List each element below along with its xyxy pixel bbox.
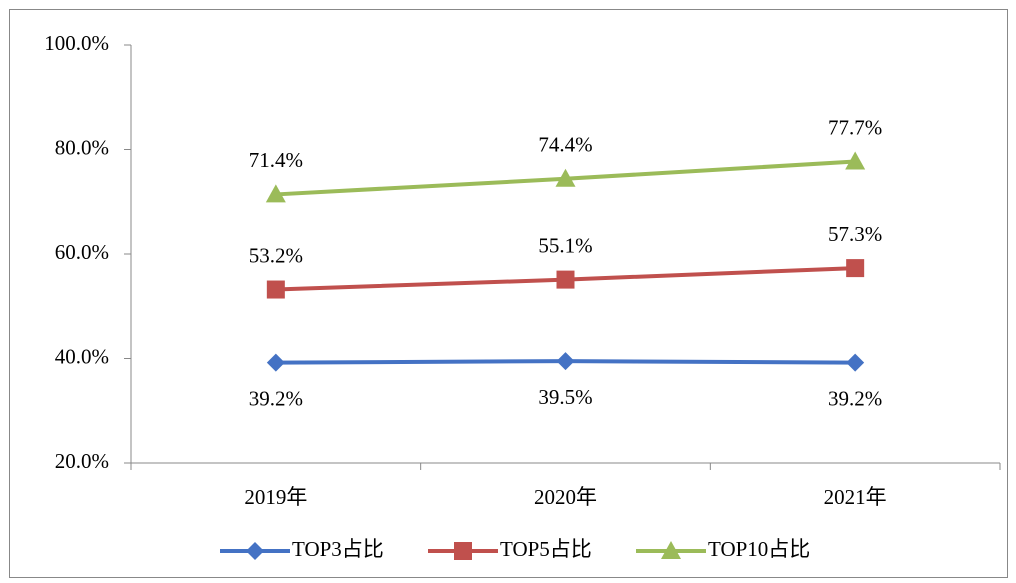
- data-point: [556, 270, 575, 289]
- data-point: [555, 168, 576, 187]
- y-tick-label: 20.0%: [55, 449, 109, 473]
- legend-marker: [454, 542, 472, 560]
- data-point: [266, 280, 285, 299]
- y-tick-label: 100.0%: [44, 31, 109, 55]
- x-tick-label: 2021年: [824, 485, 887, 509]
- y-tick-label: 40.0%: [55, 344, 109, 368]
- data-label: 39.2%: [828, 386, 882, 410]
- legend-marker: [246, 542, 264, 560]
- legend-marker: [661, 541, 681, 559]
- data-point: [846, 259, 865, 278]
- data-label: 53.2%: [249, 243, 303, 267]
- chart-border: [9, 9, 1008, 578]
- y-tick-label: 60.0%: [55, 240, 109, 264]
- data-label: 74.4%: [538, 133, 592, 157]
- x-tick-label: 2020年: [534, 485, 597, 509]
- data-point: [556, 352, 575, 371]
- data-label: 39.5%: [538, 385, 592, 409]
- data-point: [266, 353, 285, 372]
- data-label: 39.2%: [249, 386, 303, 410]
- data-point: [265, 184, 286, 203]
- legend-label: TOP5占比: [500, 537, 592, 561]
- legend-label: TOP3占比: [292, 537, 384, 561]
- data-label: 71.4%: [249, 148, 303, 172]
- y-tick-label: 80.0%: [55, 135, 109, 159]
- x-tick-label: 2019年: [244, 485, 307, 509]
- data-point: [845, 151, 866, 170]
- data-point: [846, 353, 865, 372]
- data-label: 55.1%: [538, 233, 592, 257]
- data-label: 77.7%: [828, 115, 882, 139]
- legend-label: TOP10占比: [708, 537, 810, 561]
- data-label: 57.3%: [828, 222, 882, 246]
